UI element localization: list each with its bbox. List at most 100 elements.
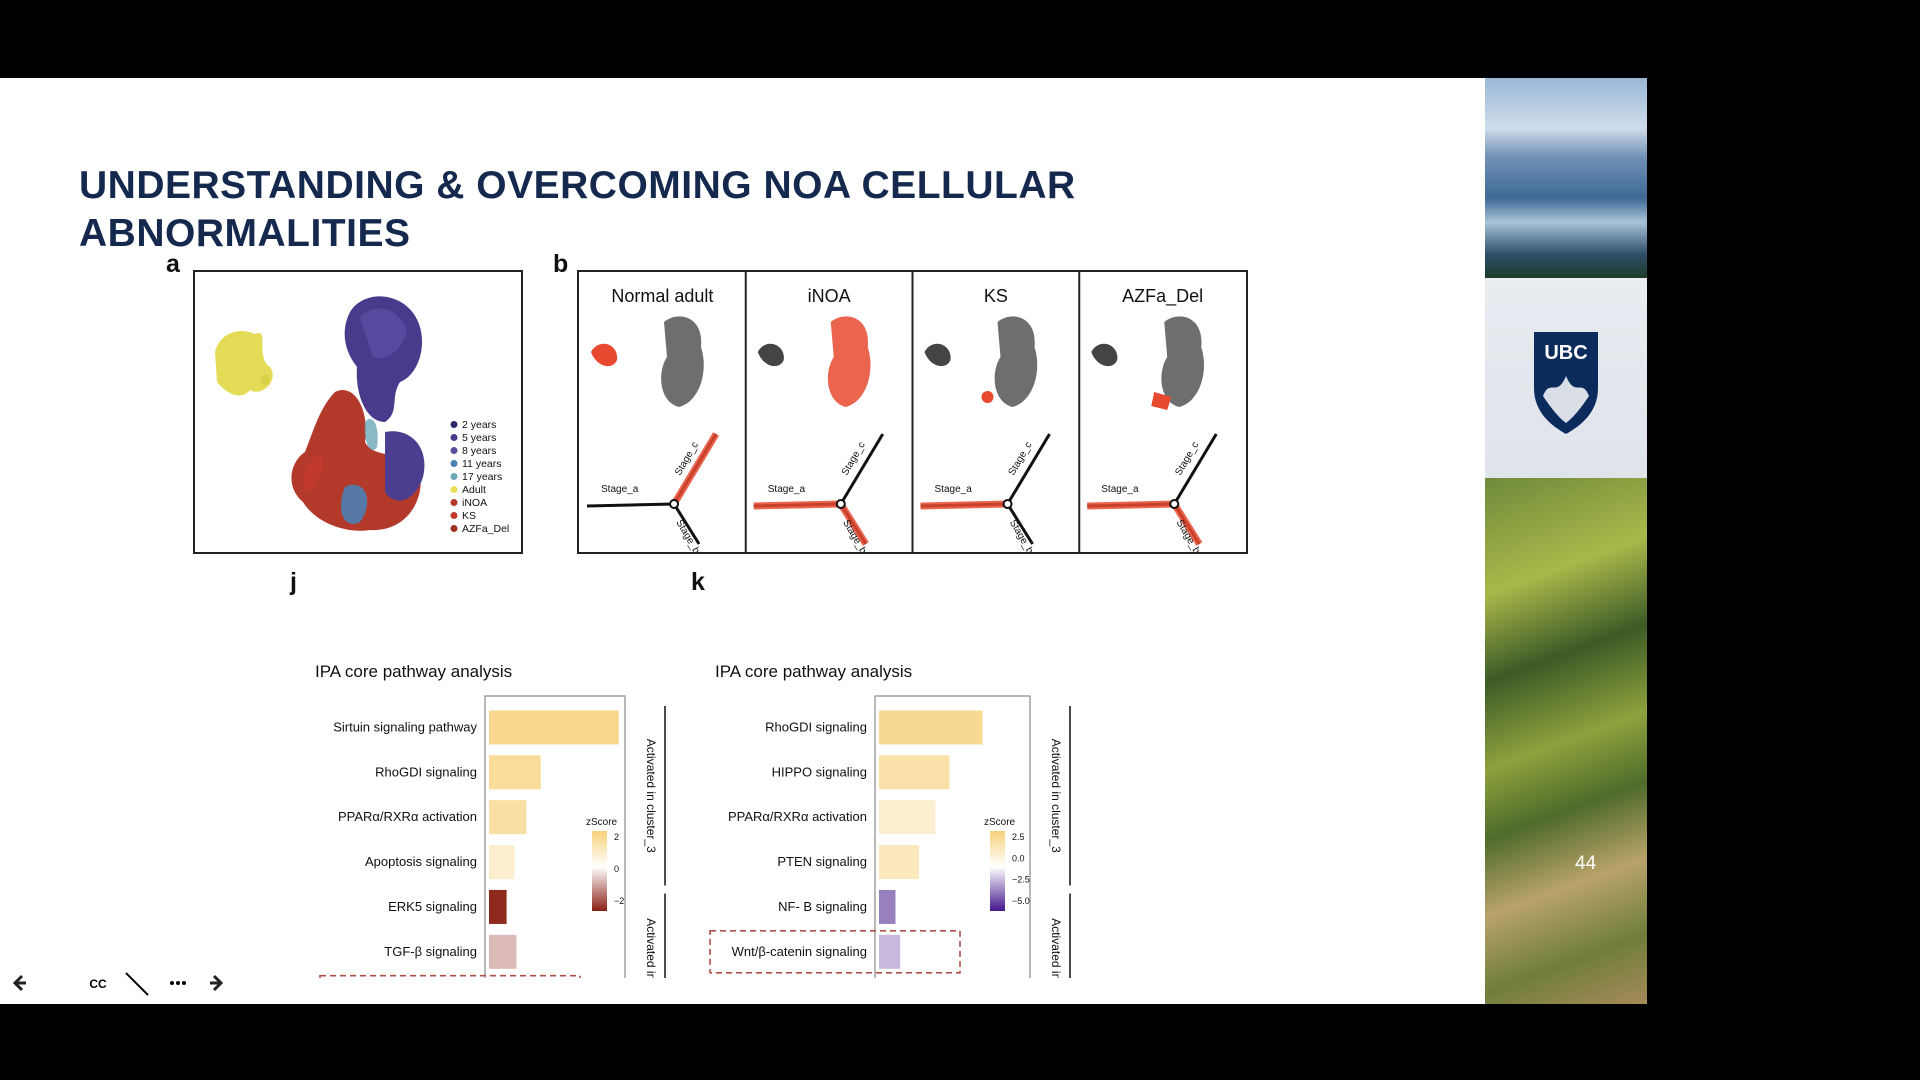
colorbar-title: zScore	[984, 817, 1016, 828]
captions-button[interactable]: CC	[83, 968, 113, 998]
legend-label: 17 years	[462, 471, 502, 483]
mini-umap	[591, 316, 704, 407]
bar-category-label: Wnt/β-catenin signaling	[732, 944, 867, 959]
camera-toggle-button[interactable]	[123, 968, 153, 998]
legend-label: KS	[462, 510, 476, 522]
highlight-box	[709, 930, 961, 974]
logo-band: UBC	[1485, 278, 1647, 478]
colorbar-tick-label: 0.0	[1012, 853, 1025, 863]
bar-category-label: TGF-β signaling	[384, 944, 477, 959]
next-slide-button[interactable]	[203, 968, 233, 998]
legend-marker	[450, 486, 458, 493]
page-number: 44	[1575, 853, 1597, 874]
bar-category-label: Apoptosis signaling	[365, 854, 477, 869]
bar	[489, 755, 541, 790]
colorbar-title: zScore	[586, 817, 618, 828]
trajectory-branch-highlight	[753, 500, 841, 510]
bar	[879, 710, 983, 745]
chart-title: IPA core pathway analysis	[315, 662, 512, 681]
bar	[879, 934, 901, 969]
bar-category-label: HIPPO signaling	[772, 764, 867, 779]
bar	[879, 755, 950, 790]
bar	[879, 889, 896, 924]
ellipsis-icon	[165, 970, 191, 996]
bar-chart-k: IPA core pathway analysis RhoGDI signalin…	[709, 662, 1071, 978]
pen-tool-button[interactable]	[43, 968, 73, 998]
slide-title: UNDERSTANDING & OVERCOMING NOA CELLULAR …	[79, 164, 1076, 255]
mini-umap	[1091, 316, 1205, 410]
colorbar-tick-label: 2	[614, 832, 619, 842]
svg-text:CC: CC	[89, 977, 107, 991]
legend-marker	[450, 434, 458, 441]
legend-label: AZFa_Del	[462, 523, 509, 535]
legend-marker	[450, 421, 458, 428]
colorbar-tick-label: −2.5	[1012, 875, 1030, 885]
trajectory-branch	[839, 433, 885, 505]
colorbar	[990, 831, 1005, 911]
legend-marker	[450, 460, 458, 467]
mini-umap	[924, 316, 1038, 407]
umap-adult-cluster	[215, 331, 273, 396]
stage-c-label: Stage_c	[840, 440, 868, 477]
trajectory-branch	[1006, 503, 1034, 545]
bar	[489, 889, 507, 924]
more-options-button[interactable]	[163, 968, 193, 998]
trajectory-panel-title: iNOA	[808, 286, 851, 306]
slide: UNDERSTANDING & OVERCOMING NOA CELLULAR …	[0, 78, 1485, 1004]
previous-slide-button[interactable]	[3, 968, 33, 998]
trajectory-branch	[672, 503, 701, 545]
trajectory-panel-title: KS	[984, 286, 1008, 306]
colorbar-tick-label: −2	[614, 896, 624, 906]
chart-title: IPA core pathway analysis	[715, 662, 912, 681]
colorbar-tick-label: 2.5	[1012, 832, 1025, 842]
bar	[489, 800, 527, 835]
umap-main-cluster	[291, 296, 425, 531]
trajectory-branch	[1006, 433, 1051, 505]
ubc-logo: UBC	[1534, 332, 1598, 434]
stage-a-label: Stage_a	[935, 484, 973, 495]
arrow-right-icon	[205, 970, 231, 996]
bar-category-label: NF- B signaling	[778, 899, 867, 914]
bar	[489, 845, 515, 880]
stage-a-label: Stage_a	[768, 484, 806, 495]
stage-c-label: Stage_c	[1173, 440, 1201, 477]
legend-label: 8 years	[462, 445, 496, 457]
legend-label: 5 years	[462, 432, 496, 444]
trajectory-panel-b: Normal adult Stage_a Stage_b Stage_c iNOA Sta…	[577, 270, 1248, 556]
umap-panel-a: 2 years 5 years 8 years 11 years 17 years Adu…	[193, 270, 523, 554]
legend-label: iNOA	[462, 497, 487, 509]
arrow-left-icon	[5, 970, 31, 996]
panel-label-j: j	[290, 568, 297, 596]
bar	[879, 800, 936, 835]
bar-category-label: ERK5 signaling	[388, 899, 477, 914]
legend-marker	[450, 525, 458, 532]
panel-label-a: a	[166, 250, 180, 278]
trajectory-panel-title: Normal adult	[611, 286, 713, 306]
bar-category-label: PPARα/RXRα activation	[338, 809, 477, 824]
legend-label: 11 years	[462, 458, 502, 470]
colorbar-tick-label: 0	[614, 864, 619, 874]
bar-category-label: PTEN signaling	[777, 854, 867, 869]
legend-marker	[450, 473, 458, 480]
trajectory-panel-title: AZFa_Del	[1122, 286, 1203, 307]
bar-category-label: Sirtuin signaling pathway	[333, 719, 477, 734]
colorbar-tick-label: −5.0	[1012, 896, 1030, 906]
group-label: Activated in cluster_1	[644, 918, 658, 978]
legend-label: Adult	[462, 484, 486, 496]
branch-node	[1002, 499, 1013, 509]
plot-frame	[874, 695, 1031, 978]
stage-c-label: Stage_c	[1007, 440, 1035, 477]
presenter-controls: CC	[0, 968, 240, 1002]
landscape-photo	[1485, 78, 1647, 278]
bar-category-label: RhoGDI signaling	[375, 764, 477, 779]
bar	[489, 710, 619, 745]
group-label: Activated in cluster_2	[1049, 918, 1063, 978]
bar-chart-j: IPA core pathway analysis Sirtuin signali…	[315, 662, 666, 978]
bar	[879, 845, 919, 880]
